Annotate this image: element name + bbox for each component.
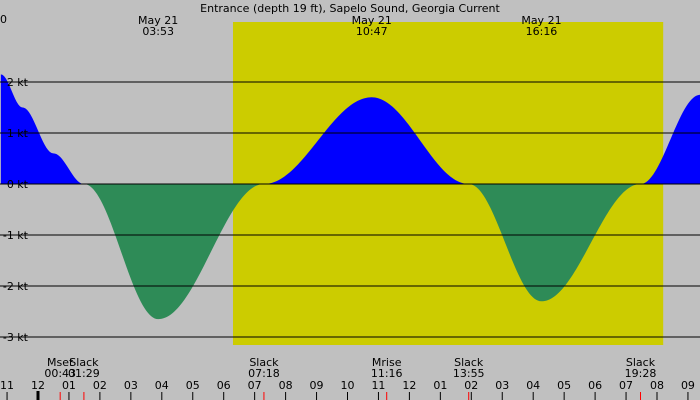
hour-label: 11 — [371, 379, 385, 392]
hour-label: 06 — [588, 379, 602, 392]
hour-label: 09 — [681, 379, 695, 392]
event-label: Mset — [47, 356, 74, 369]
ebb-area — [0, 184, 700, 320]
event-label: Slack — [69, 356, 99, 369]
hour-label: 11 — [0, 379, 14, 392]
hour-label: 12 — [402, 379, 416, 392]
y-tick-label: -1 kt — [3, 229, 29, 242]
event-time: 01:29 — [68, 367, 100, 380]
extreme-date: May 21 — [138, 14, 178, 27]
hour-label: 01 — [433, 379, 447, 392]
event-label: Slack — [249, 356, 279, 369]
flood-area — [0, 74, 700, 184]
hour-label: 06 — [217, 379, 231, 392]
y-tick-label: 2 kt — [7, 76, 29, 89]
extreme-time: 03:53 — [142, 25, 174, 38]
extreme-time: 10:47 — [356, 25, 388, 38]
corner-label: 0 — [0, 13, 7, 26]
y-tick-label: 1 kt — [7, 127, 29, 140]
y-tick-labels: 2 kt 1 kt 0 kt -1 kt -2 kt -3 kt — [3, 76, 29, 344]
hour-label: 04 — [155, 379, 169, 392]
hour-label: 04 — [526, 379, 540, 392]
event-label: Slack — [454, 356, 484, 369]
extreme-date: May 21 — [521, 14, 561, 27]
hour-label: 05 — [186, 379, 200, 392]
hour-label: 03 — [495, 379, 509, 392]
hour-label: 05 — [557, 379, 571, 392]
extreme-date: May 21 — [352, 14, 392, 27]
hour-label: 02 — [93, 379, 107, 392]
event-time: 19:28 — [625, 367, 657, 380]
hour-label: 12 — [31, 379, 45, 392]
hour-axis: 11 12 01 02 03 04 05 06 07 08 09 10 11 12 01 02 03 04 05 06… — [0, 379, 695, 400]
hour-label: 08 — [279, 379, 293, 392]
hour-label: 07 — [619, 379, 633, 392]
hour-label: 09 — [310, 379, 324, 392]
event-time: 07:18 — [248, 367, 280, 380]
hour-label: 07 — [248, 379, 262, 392]
y-tick-label: 0 kt — [7, 178, 29, 191]
event-label: Mrise — [372, 356, 402, 369]
hour-label: 08 — [650, 379, 664, 392]
hour-label: 02 — [464, 379, 478, 392]
current-area — [0, 74, 700, 320]
event-time: 11:16 — [371, 367, 403, 380]
hour-label: 03 — [124, 379, 138, 392]
extreme-time: 16:16 — [526, 25, 558, 38]
y-gridlines — [0, 81, 700, 338]
y-tick-label: -3 kt — [3, 331, 29, 344]
event-label: Slack — [626, 356, 656, 369]
hour-label: 01 — [62, 379, 76, 392]
y-tick-label: -2 kt — [3, 280, 29, 293]
chart-title: Entrance (depth 19 ft), Sapelo Sound, Ge… — [200, 2, 500, 15]
event-time: 00:43 — [44, 367, 76, 380]
event-labels: Mset00:43Slack01:29Slack07:18Mrise11:16S… — [44, 356, 656, 380]
hour-label: 10 — [341, 379, 355, 392]
event-time: 13:55 — [453, 367, 485, 380]
